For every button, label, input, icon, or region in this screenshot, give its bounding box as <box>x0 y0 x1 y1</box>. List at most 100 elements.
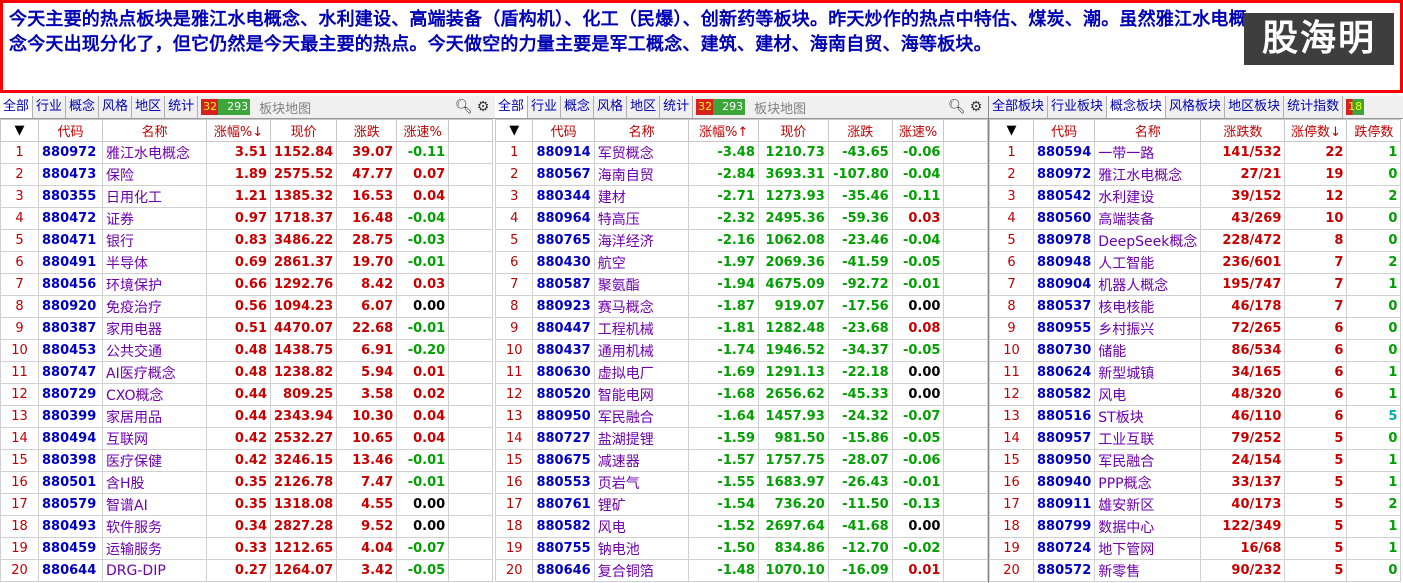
tab-industry-sectors[interactable]: 行业板块 <box>1048 96 1108 118</box>
search-icon[interactable]: 🔍︎ <box>948 99 966 115</box>
col-change[interactable]: 涨跌 <box>827 119 893 142</box>
table-row[interactable]: 7 880904 机器人概念 195/747 7 1 <box>989 273 1402 296</box>
table-row[interactable]: 14 880957 工业互联 79/252 5 0 <box>989 427 1402 450</box>
table-row[interactable]: 4 880560 高端装备 43/269 10 0 <box>989 207 1402 230</box>
table-row[interactable]: 5 880978 DeepSeek概念 228/472 8 0 <box>989 229 1402 252</box>
table-row[interactable]: 6 880948 人工智能 236/601 7 2 <box>989 251 1402 274</box>
col-code[interactable]: 代码 <box>532 119 595 142</box>
table-row[interactable]: 2 880972 雅江水电概念 27/21 19 0 <box>989 163 1402 186</box>
table-row[interactable]: 3 880542 水利建设 39/152 12 2 <box>989 185 1402 208</box>
tab-style[interactable]: 风格 <box>99 96 133 118</box>
table-row[interactable]: 3 880344 建材 -2.71 1273.93 -35.46 -0.11 <box>495 185 988 208</box>
tab-concept[interactable]: 概念 <box>66 96 100 118</box>
col-code[interactable]: 代码 <box>38 119 103 142</box>
table-row[interactable]: 13 880399 家居用品 0.44 2343.94 10.30 0.04 <box>0 405 494 428</box>
table-row[interactable]: 19 880724 地下管网 16/68 5 1 <box>989 537 1402 560</box>
col-name[interactable]: 名称 <box>102 119 207 142</box>
table-row[interactable]: 8 880537 核电核能 46/178 7 0 <box>989 295 1402 318</box>
table-row[interactable]: 5 880765 海洋经济 -2.16 1062.08 -23.46 -0.04 <box>495 229 988 252</box>
tab-all-sectors[interactable]: 全部板块 <box>989 96 1049 118</box>
table-row[interactable]: 13 880516 ST板块 46/110 6 5 <box>989 405 1402 428</box>
table-row[interactable]: 14 880727 盐湖提锂 -1.59 981.50 -15.86 -0.05 <box>495 427 988 450</box>
tab-region[interactable]: 地区 <box>132 96 166 118</box>
table-row[interactable]: 3 880355 日用化工 1.21 1385.32 16.53 0.04 <box>0 185 494 208</box>
col-index[interactable]: ▼ <box>989 119 1034 142</box>
col-limit-down-count[interactable]: 跌停数 <box>1346 119 1402 142</box>
col-name[interactable]: 名称 <box>593 119 690 142</box>
col-code[interactable]: 代码 <box>1032 119 1096 142</box>
col-price[interactable]: 现价 <box>757 119 829 142</box>
table-row[interactable]: 20 880572 新零售 90/232 5 0 <box>989 559 1402 582</box>
table-row[interactable]: 10 880730 储能 86/534 6 0 <box>989 339 1402 362</box>
tab-all[interactable]: 全部 <box>495 96 529 118</box>
col-limit-up-count[interactable]: 涨停数↓ <box>1284 119 1348 142</box>
col-change-pct[interactable]: 涨幅%↑ <box>688 119 759 142</box>
col-up-down-count[interactable]: 涨跌数 <box>1200 119 1286 142</box>
col-index[interactable]: ▼ <box>0 119 39 142</box>
table-row[interactable]: 2 880473 保险 1.89 2575.52 47.77 0.07 <box>0 163 494 186</box>
tab-industry[interactable]: 行业 <box>528 96 562 118</box>
tab-stat-index[interactable]: 统计指数 <box>1284 96 1344 118</box>
table-row[interactable]: 6 880430 航空 -1.97 2069.36 -41.59 -0.05 <box>495 251 988 274</box>
tab-industry[interactable]: 行业 <box>33 96 67 118</box>
table-row[interactable]: 20 880646 复合铜箔 -1.48 1070.10 -16.09 0.01 <box>495 559 988 582</box>
tab-region-sectors[interactable]: 地区板块 <box>1225 96 1285 118</box>
table-row[interactable]: 19 880459 运输服务 0.33 1212.65 4.04 -0.07 <box>0 537 494 560</box>
table-row[interactable]: 12 880520 智能电网 -1.68 2656.62 -45.33 0.00 <box>495 383 988 406</box>
col-index[interactable]: ▼ <box>495 119 534 142</box>
table-row[interactable]: 19 880755 钠电池 -1.50 834.86 -12.70 -0.02 <box>495 537 988 560</box>
table-row[interactable]: 16 880553 页岩气 -1.55 1683.97 -26.43 -0.01 <box>495 471 988 494</box>
tab-stats[interactable]: 统计 <box>660 96 694 118</box>
table-row[interactable]: 5 880471 银行 0.83 3486.22 28.75 -0.03 <box>0 229 494 252</box>
table-row[interactable]: 16 880501 含H股 0.35 2126.78 7.47 -0.01 <box>0 471 494 494</box>
table-row[interactable]: 8 880923 赛马概念 -1.87 919.07 -17.56 0.00 <box>495 295 988 318</box>
tab-region[interactable]: 地区 <box>627 96 661 118</box>
table-row[interactable]: 8 880920 免疫治疗 0.56 1094.23 6.07 0.00 <box>0 295 494 318</box>
tab-style[interactable]: 风格 <box>594 96 628 118</box>
table-row[interactable]: 15 880950 军民融合 24/154 5 1 <box>989 449 1402 472</box>
table-row[interactable]: 9 880955 乡村振兴 72/265 6 0 <box>989 317 1402 340</box>
col-price[interactable]: 现价 <box>269 119 338 142</box>
col-speed[interactable]: 涨速% <box>891 119 945 142</box>
gear-icon[interactable]: ⚙ <box>476 99 490 115</box>
table-row[interactable]: 15 880675 减速器 -1.57 1757.75 -28.07 -0.06 <box>495 449 988 472</box>
table-row[interactable]: 1 880594 一带一路 141/532 22 1 <box>989 141 1402 164</box>
table-row[interactable]: 9 880387 家用电器 0.51 4470.07 22.68 -0.01 <box>0 317 494 340</box>
tab-all[interactable]: 全部 <box>0 96 34 118</box>
table-row[interactable]: 12 880582 风电 48/320 6 1 <box>989 383 1402 406</box>
table-row[interactable]: 20 880644 DRG-DIP 0.27 1264.07 3.42 -0.05 <box>0 559 494 582</box>
table-row[interactable]: 17 880761 锂矿 -1.54 736.20 -11.50 -0.13 <box>495 493 988 516</box>
sector-map-tab[interactable]: 板块地图 <box>754 101 807 117</box>
table-row[interactable]: 11 880747 AI医疗概念 0.48 1238.82 5.94 0.01 <box>0 361 494 384</box>
table-row[interactable]: 1 880914 军贸概念 -3.48 1210.73 -43.65 -0.06 <box>495 141 988 164</box>
tab-stats[interactable]: 统计 <box>165 96 199 118</box>
table-row[interactable]: 4 880472 证券 0.97 1718.37 16.48 -0.04 <box>0 207 494 230</box>
table-row[interactable]: 2 880567 海南自贸 -2.84 3693.31 -107.80 -0.04 <box>495 163 988 186</box>
table-row[interactable]: 11 880630 虚拟电厂 -1.69 1291.13 -22.18 0.00 <box>495 361 988 384</box>
table-row[interactable]: 10 880453 公共交通 0.48 1438.75 6.91 -0.20 <box>0 339 494 362</box>
gear-icon[interactable]: ⚙ <box>969 99 983 115</box>
table-row[interactable]: 7 880456 环境保护 0.66 1292.76 8.42 0.03 <box>0 273 494 296</box>
table-row[interactable]: 7 880587 聚氨酯 -1.94 4675.09 -92.72 -0.01 <box>495 273 988 296</box>
sector-map-tab[interactable]: 板块地图 <box>259 101 312 117</box>
search-icon[interactable]: 🔍︎ <box>455 99 473 115</box>
table-row[interactable]: 12 880729 CXO概念 0.44 809.25 3.58 0.02 <box>0 383 494 406</box>
table-row[interactable]: 6 880491 半导体 0.69 2861.37 19.70 -0.01 <box>0 251 494 274</box>
table-row[interactable]: 18 880582 风电 -1.52 2697.64 -41.68 0.00 <box>495 515 988 538</box>
table-row[interactable]: 4 880964 特高压 -2.32 2495.36 -59.36 0.03 <box>495 207 988 230</box>
col-change[interactable]: 涨跌 <box>336 119 398 142</box>
table-row[interactable]: 17 880579 智谱AI 0.35 1318.08 4.55 0.00 <box>0 493 494 516</box>
table-row[interactable]: 18 880799 数据中心 122/349 5 1 <box>989 515 1402 538</box>
table-row[interactable]: 1 880972 雅江水电概念 3.51 1152.84 39.07 -0.11 <box>0 141 494 164</box>
col-name[interactable]: 名称 <box>1094 119 1202 142</box>
table-row[interactable]: 18 880493 软件服务 0.34 2827.28 9.52 0.00 <box>0 515 494 538</box>
table-row[interactable]: 16 880940 PPP概念 33/137 5 1 <box>989 471 1402 494</box>
table-row[interactable]: 10 880437 通用机械 -1.74 1946.52 -34.37 -0.05 <box>495 339 988 362</box>
col-change-pct[interactable]: 涨幅%↓ <box>206 119 271 142</box>
tab-concept[interactable]: 概念 <box>561 96 595 118</box>
table-row[interactable]: 17 880911 雄安新区 40/173 5 2 <box>989 493 1402 516</box>
col-speed[interactable]: 涨速% <box>396 119 450 142</box>
table-row[interactable]: 9 880447 工程机械 -1.81 1282.48 -23.68 0.08 <box>495 317 988 340</box>
table-row[interactable]: 15 880398 医疗保健 0.42 3246.15 13.46 -0.01 <box>0 449 494 472</box>
tab-style-sectors[interactable]: 风格板块 <box>1166 96 1226 118</box>
